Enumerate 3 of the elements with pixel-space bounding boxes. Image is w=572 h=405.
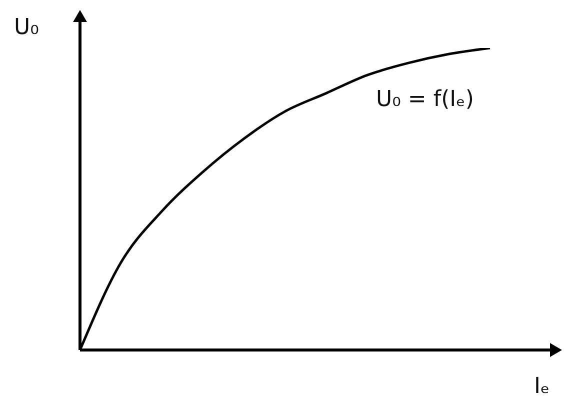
annotation: U₀ = f(Iₑ) [376,87,474,112]
y-axis-title: U₀ [14,15,40,40]
x-axis-title: Iₑ [534,374,550,399]
